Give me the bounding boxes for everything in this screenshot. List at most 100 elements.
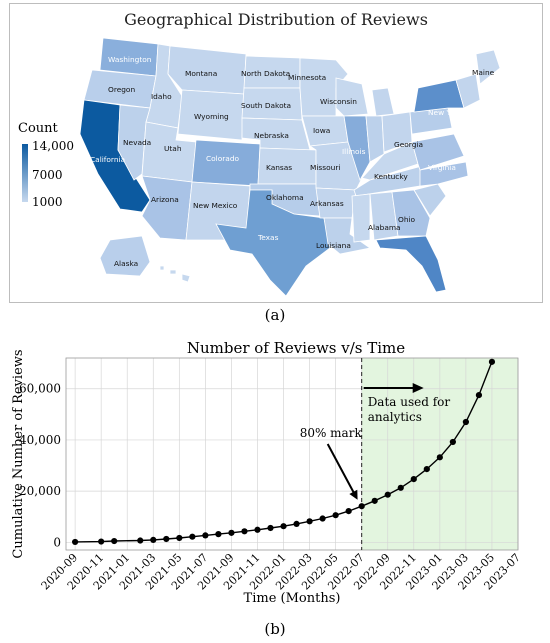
label-nebraska: Nebraska [254,131,289,140]
data-point-26 [436,454,443,461]
state-new-york [413,79,465,113]
data-point-12 [254,526,261,533]
label-montana: Montana [185,69,217,78]
data-point-6 [176,534,183,542]
state-wisconsin [335,77,369,117]
label-utah: Utah [164,144,182,153]
legend-tick-min: 1000 [32,195,63,209]
data-point-7 [189,533,196,540]
data-point-19 [345,507,352,515]
legend-tick-mid: 7000 [32,168,63,182]
data-point-13 [267,524,274,532]
x-axis-label: Time (Months) [244,591,341,606]
data-point-27 [449,438,456,446]
data-point-22 [384,491,391,498]
y-tick-labels: 0 20,000 40,000 60,000 [19,382,61,550]
state-mississippi [351,193,371,243]
data-point-17 [319,515,326,522]
legend-colorbar [22,144,28,202]
state-colorado [191,139,261,187]
map-panel: Geographical Distribution of Reviews Cou… [9,3,543,303]
state-illinois [343,115,371,182]
legend-tick-max: 14,000 [32,139,74,153]
data-point-4 [150,536,157,543]
data-point-18 [332,512,339,519]
data-point-21 [371,497,378,504]
label-wyoming: Wyoming [194,112,229,121]
label-arkansas: Arkansas [310,199,344,208]
label-washington: Washington [108,55,152,64]
data-point-28 [462,418,469,426]
data-point-3 [137,537,144,544]
y-tick-label-3: 60,000 [19,382,61,396]
reviews-line-chart: Number of Reviews v/s Time 0 20,000 40,000… [11,339,523,606]
label-iowa: Iowa [313,126,330,135]
data-point-1 [98,538,105,545]
state-louisiana [323,217,371,255]
state-alaska [99,235,151,277]
state-maine [475,49,501,85]
data-point-29 [475,392,483,399]
chart-title: Number of Reviews v/s Time [187,339,405,357]
label-maine: Maine [472,68,495,77]
label-georgia: Ohio [398,215,416,224]
label-minnesota: Minnesota [288,73,326,82]
label-new-york: New York [428,108,463,117]
x-tick-labels: 2020-092020-112021-012021-032021-052021-… [39,551,523,593]
data-point-0 [72,538,79,546]
data-point-5 [163,535,170,543]
label-texas: Texas [257,233,279,242]
annotation-80-percent-arrowhead [349,489,358,500]
plot-frame [65,357,519,551]
data-point-30 [488,358,496,365]
annotation-region-arrowhead [412,383,424,393]
y-tick-label-0: 0 [53,535,61,549]
label-north-dakota: North Dakota [241,69,290,78]
label-ohio: Georgia [394,140,423,149]
data-point-23 [397,484,404,491]
annotation-80-percent-arrow [326,443,357,497]
label-arizona: Arizona [151,195,179,204]
y-axis-label: Cumulative Number of Reviews [11,349,26,558]
state-wyoming [177,89,245,141]
label-south-dakota: South Dakota [241,101,291,110]
label-new-mexico: New Mexico [193,201,238,210]
label-missouri: Missouri [310,163,340,172]
data-point-14 [280,523,287,530]
us-map: Count 14,000 7000 1000 [18,37,501,297]
caption-a: (a) [264,306,286,324]
y-tick-label-2: 40,000 [19,433,61,447]
label-oklahoma: Oklahoma [266,193,304,202]
state-south-carolina [413,183,447,217]
series-points [72,358,496,546]
label-idaho: Idaho [151,92,172,101]
state-georgia [391,189,431,237]
state-hawaii [159,265,191,283]
label-alaska: Alaska [114,259,138,268]
annotation-region-line1: Data used for [368,395,451,409]
caption-b: (b) [264,620,286,638]
label-nevada: Nevada [123,138,151,147]
data-point-8 [202,532,209,539]
map-title: Geographical Distribution of Reviews [124,10,428,29]
legend-title: Count [18,121,59,136]
label-alabama: Alabama [368,223,401,232]
data-point-15 [293,520,300,527]
data-point-20 [358,503,365,510]
label-kentucky: Kentucky [374,172,408,181]
label-oregon: Oregon [108,85,135,94]
label-kansas: Kansas [266,163,292,172]
label-colorado: Colorado [206,154,240,163]
annotation-80-percent: 80% mark [300,426,363,440]
state-virginia [411,133,465,171]
data-point-11 [241,528,248,535]
label-illinois: Illinois [342,147,366,156]
label-virginia: Virginia [428,163,456,172]
label-wisconsin: Wisconsin [320,97,357,106]
data-point-24 [410,475,417,483]
state-north-carolina [419,161,469,187]
label-louisiana: Louisiana [316,241,351,250]
state-florida [375,235,447,293]
data-point-16 [306,518,313,525]
state-new-england [455,73,481,109]
